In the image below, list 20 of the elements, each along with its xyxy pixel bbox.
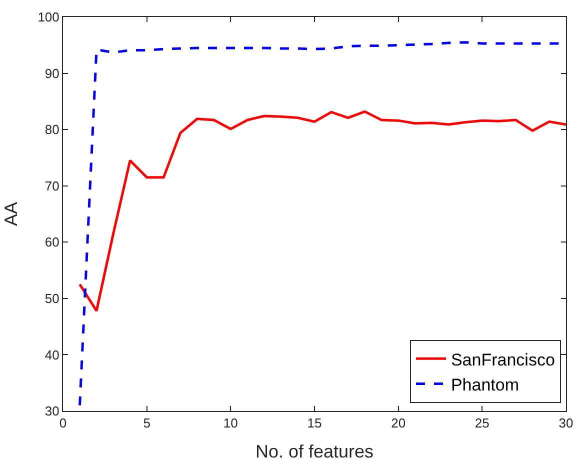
y-tick-label: 90	[44, 66, 60, 81]
y-tick-label: 60	[44, 234, 60, 250]
y-tick-label: 100	[38, 10, 60, 25]
x-axis-title: No. of features	[255, 442, 374, 462]
x-tick-label: 5	[143, 416, 150, 431]
legend-label: Phantom	[450, 375, 520, 394]
legend-label: SanFrancisco	[450, 350, 555, 370]
y-tick-label: 70	[44, 178, 60, 194]
x-tick-label: 10	[223, 416, 238, 431]
y-tick-label: 40	[44, 347, 60, 362]
x-tick-label: 15	[307, 416, 322, 431]
x-tick-label: 30	[558, 416, 574, 431]
y-tick-label: 80	[44, 122, 60, 138]
x-tick-label: 25	[474, 416, 490, 431]
y-tick-label: 30	[44, 404, 60, 419]
y-tick-label: 50	[44, 290, 60, 306]
x-tick-label: 0	[59, 416, 67, 431]
y-axis-title: AA	[0, 202, 21, 226]
x-tick-label: 20	[391, 416, 406, 431]
line-series	[78, 110, 566, 312]
